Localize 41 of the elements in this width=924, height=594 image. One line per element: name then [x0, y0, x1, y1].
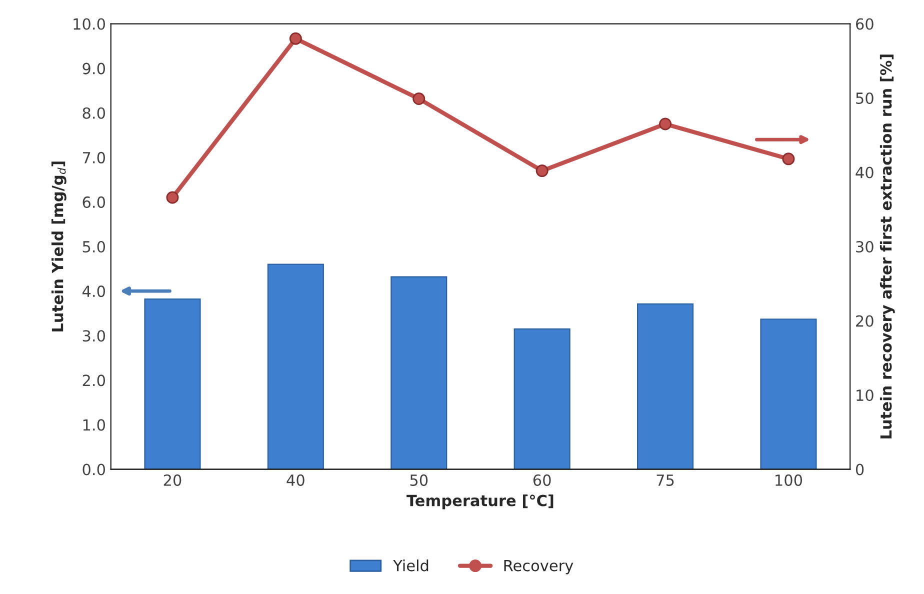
y2-tick-label: 60	[856, 18, 874, 30]
point	[289, 32, 302, 45]
point	[659, 118, 672, 130]
bar	[514, 328, 570, 470]
x-tick-label: 60	[533, 474, 551, 486]
y2-tick-label: 40	[856, 166, 874, 178]
x-tick-label: 100	[776, 474, 802, 486]
y-tick-label: 5.0	[82, 240, 106, 253]
y-tick-label: 2.0	[82, 374, 106, 386]
y-tick-label: 10.0	[74, 18, 106, 30]
point	[166, 191, 179, 204]
bar	[267, 264, 324, 470]
bar	[760, 318, 817, 470]
bar	[637, 303, 694, 470]
y2-tick-label: 20	[856, 315, 874, 327]
y-tick-label: 1.0	[83, 419, 106, 431]
y-tick-label: 8.0	[82, 107, 106, 119]
y2-tick-label: 10	[856, 389, 874, 402]
y-tick-label: 0.0	[82, 464, 106, 476]
y2-axis-title: Lutein recovery after first extraction run [%]	[880, 54, 895, 438]
y2-tick-label: 0	[856, 464, 864, 476]
y-tick-label: 9.0	[82, 62, 106, 74]
y-tick-label: 7.0	[82, 152, 106, 164]
bar	[144, 298, 201, 470]
x-tick-label: 20	[164, 474, 182, 486]
y-tick-label: 4.0	[82, 286, 106, 298]
x-tick-label: 50	[410, 474, 428, 486]
y-tick-label: 6.0	[82, 196, 106, 208]
legend-label: Recovery	[504, 560, 574, 574]
y2-tick-label: 30	[856, 240, 874, 253]
point	[412, 92, 426, 106]
legend-label: Yield	[393, 560, 428, 572]
point	[536, 164, 548, 178]
y-axis-title: Lutein Yield [mg/g$_{d}$]	[51, 162, 66, 332]
y-tick-label: 3.0	[82, 330, 106, 342]
bar	[390, 276, 448, 470]
x-tick-label: 75	[656, 474, 674, 486]
x-tick-label: 40	[286, 474, 304, 486]
y2-tick-label: 50	[856, 92, 874, 104]
point	[782, 152, 795, 166]
x-axis-title: Temperature [°C]	[406, 494, 554, 510]
